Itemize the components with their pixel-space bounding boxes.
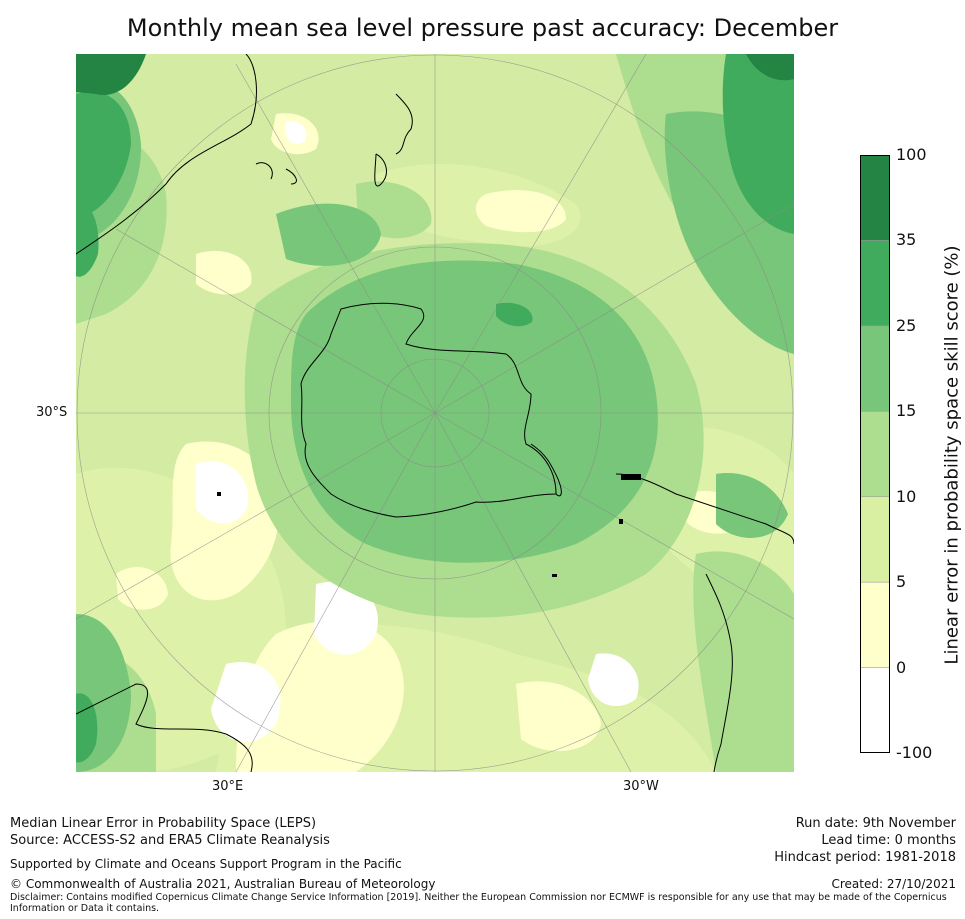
polar-map bbox=[76, 54, 794, 772]
colorbar-segment bbox=[859, 496, 891, 583]
lat-label-30s: 30°S bbox=[36, 405, 68, 420]
colorbar-tick-label: 0 bbox=[896, 657, 907, 677]
colorbar-segment bbox=[859, 411, 891, 497]
colorbar bbox=[859, 154, 891, 754]
colorbar-segment bbox=[859, 240, 891, 327]
lon-label-30e: 30°E bbox=[212, 779, 244, 794]
small-islands bbox=[217, 474, 641, 577]
support-label: Supported by Climate and Oceans Support … bbox=[10, 857, 402, 871]
coastlines bbox=[76, 54, 794, 772]
colorbar-title: Linear error in probability space skill … bbox=[941, 245, 963, 665]
skill-above-35-areas bbox=[76, 54, 794, 95]
colorbar-segment bbox=[859, 154, 891, 241]
leps-label: Median Linear Error in Probability Space… bbox=[10, 816, 317, 831]
colorbar-tick-label: 25 bbox=[896, 315, 917, 335]
footer-right: Run date: 9th November Lead time: 0 mont… bbox=[774, 815, 956, 866]
australia-coast bbox=[76, 54, 297, 255]
colorbar-segment bbox=[859, 581, 891, 668]
colorbar-tick-label: 5 bbox=[896, 572, 907, 592]
colorbar-tick-label: 15 bbox=[896, 401, 917, 421]
new-zealand-coast bbox=[374, 93, 413, 187]
disclaimer-line-1: Disclaimer: Contains modified Copernicus… bbox=[10, 892, 947, 903]
created-date: Created: 27/10/2021 bbox=[831, 877, 956, 891]
south-america-coast bbox=[615, 473, 794, 772]
skill-25-35-areas bbox=[76, 54, 794, 763]
graticule bbox=[76, 54, 794, 772]
colorbar-tick-label: 10 bbox=[896, 486, 917, 506]
hindcast-period: Hindcast period: 1981-2018 bbox=[774, 850, 956, 865]
lead-time: Lead time: 0 months bbox=[821, 833, 956, 848]
skill-0-5-areas bbox=[116, 113, 745, 772]
map-canvas bbox=[76, 54, 794, 772]
africa-coast bbox=[76, 683, 253, 772]
lon-label-30w: 30°W bbox=[623, 779, 659, 794]
copyright-label: © Commonwealth of Australia 2021, Austra… bbox=[10, 877, 436, 891]
colorbar-svg bbox=[859, 154, 891, 754]
colorbar-segment bbox=[859, 667, 891, 754]
disclaimer: Disclaimer: Contains modified Copernicus… bbox=[10, 892, 955, 914]
disclaimer-line-2: Information or Data it contains. bbox=[10, 903, 160, 914]
colorbar-tick-label: -100 bbox=[896, 743, 933, 762]
run-date: Run date: 9th November bbox=[795, 816, 956, 831]
antarctic-peninsula bbox=[530, 443, 562, 497]
colorbar-segment bbox=[859, 325, 891, 412]
source-label: Source: ACCESS-S2 and ERA5 Climate Reana… bbox=[10, 833, 330, 848]
chart-title: Monthly mean sea level pressure past acc… bbox=[126, 14, 839, 42]
colorbar-border bbox=[860, 155, 890, 753]
footer-left: Median Linear Error in Probability Space… bbox=[10, 815, 330, 849]
colorbar-tick-label: 35 bbox=[896, 230, 917, 250]
colorbar-tick-label: 100 bbox=[896, 145, 927, 164]
